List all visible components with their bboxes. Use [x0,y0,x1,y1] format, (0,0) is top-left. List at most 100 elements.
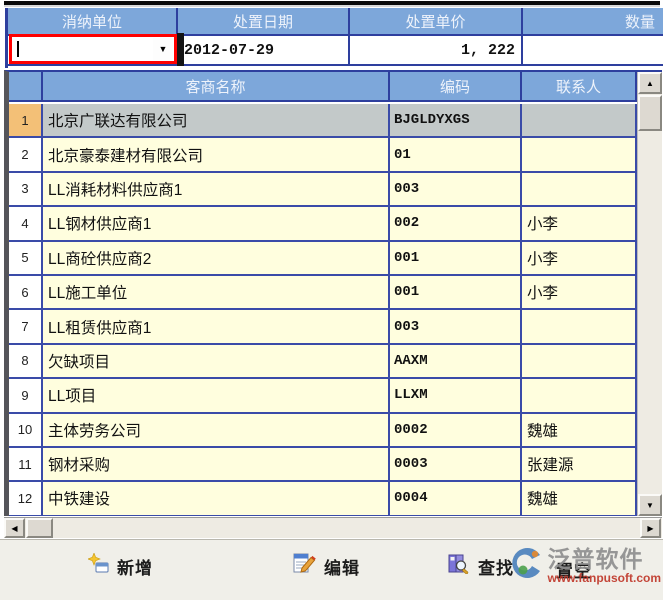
new-button-label: 新增 [117,558,153,578]
vendor-contact-cell[interactable] [522,379,637,412]
row-number[interactable]: 6 [9,275,43,309]
vendor-code-cell[interactable]: 0003 [390,447,522,481]
vendor-grid-header-row: 客商名称 编码 联系人 [9,72,662,102]
vendor-code-cell[interactable]: 0004 [390,482,522,515]
vendor-name-cell[interactable]: LL消耗材料供应商1 [43,172,390,206]
table-row[interactable]: 1 北京广联达有限公司 BJGLDYXGS [9,104,637,139]
row-number[interactable]: 1 [9,104,43,137]
vertical-scroll-thumb[interactable] [638,95,662,131]
row-number[interactable]: 7 [9,310,43,343]
vendor-rows: 1 北京广联达有限公司 BJGLDYXGS 2 北京豪泰建材有限公司 01 3 … [9,104,637,516]
table-row[interactable]: 7 LL租赁供应商1 003 [9,310,637,345]
vendor-code-cell[interactable]: BJGLDYXGS [390,104,522,137]
new-button[interactable]: 新增 [87,552,153,579]
vendor-name-cell[interactable]: LL项目 [43,379,390,412]
row-number[interactable]: 9 [9,379,43,412]
edit-pencil-icon [293,553,317,579]
row-number[interactable]: 12 [9,482,43,515]
vendor-watermark: 泛普软件 www.fanpusoft.com [511,546,661,585]
column-header-quantity: 数量 [624,13,655,31]
vendor-name-cell[interactable]: LL施工单位 [43,275,390,309]
row-number[interactable]: 2 [9,138,43,171]
clear-button-label: 置空 [556,562,592,581]
column-header-price: 处置单价 [350,8,523,34]
edit-button[interactable]: 编辑 [293,553,360,579]
column-header-date: 处置日期 [178,8,350,34]
find-button[interactable]: 查找 [447,553,514,579]
scroll-down-button[interactable]: ▼ [638,494,662,516]
table-row[interactable]: 2 北京豪泰建材有限公司 01 [9,138,637,173]
combobox-dropdown-button[interactable]: ▼ [153,38,173,60]
vendor-contact-cell[interactable]: 魏雄 [522,482,637,515]
vendor-code-cell[interactable]: 001 [390,275,522,309]
watermark-brand-text: 泛普软件 [547,545,644,572]
vendor-code-cell[interactable]: 003 [390,172,522,206]
price-cell[interactable]: 1, 222 [350,36,523,64]
vendor-code-cell[interactable]: LLXM [390,379,522,412]
column-header-vendor-name: 客商名称 [43,72,390,100]
vendor-name-cell[interactable]: 欠缺项目 [43,344,390,378]
clear-button[interactable]: 置空 [556,557,592,582]
row-number[interactable]: 8 [9,344,43,378]
vendor-name-cell[interactable]: LL租赁供应商1 [43,310,390,343]
table-row[interactable]: 4 LL钢材供应商1 002 小李 [9,207,637,242]
scroll-right-button[interactable]: ▶ [640,518,661,538]
horizontal-scrollbar[interactable]: ◀ ▶ [4,517,662,538]
vendor-contact-cell[interactable] [522,172,637,206]
vendor-code-cell[interactable]: 002 [390,207,522,240]
entry-grid: 消纳单位 处置日期 处置单价 数量 2012-07-29 1, 222 ▼ [5,8,663,68]
column-header-unit: 消纳单位 [8,8,178,34]
vendor-code-cell[interactable]: 001 [390,241,522,274]
vendor-name-cell[interactable]: 中铁建设 [43,482,390,515]
vendor-contact-cell[interactable] [522,138,637,171]
table-row[interactable]: 10 主体劳务公司 0002 魏雄 [9,413,637,448]
table-row[interactable]: 11 钢材采购 0003 张建源 [9,447,637,483]
vendor-name-cell[interactable]: 北京豪泰建材有限公司 [43,138,390,171]
vendor-contact-cell[interactable] [522,310,637,343]
combobox-edge [177,33,184,66]
table-row[interactable]: 8 欠缺项目 AAXM [9,344,637,380]
chevron-down-icon: ▼ [158,44,168,54]
quantity-cell[interactable] [523,36,663,64]
vendor-contact-cell[interactable] [522,104,637,137]
vendor-name-cell[interactable]: 主体劳务公司 [43,413,390,446]
row-number[interactable]: 10 [9,413,43,446]
table-row[interactable]: 12 中铁建设 0004 魏雄 [9,482,637,516]
date-cell[interactable]: 2012-07-29 [178,36,350,64]
scroll-right-icon: ▶ [647,523,654,533]
vendor-contact-cell[interactable]: 小李 [522,275,637,309]
vendor-name-cell[interactable]: LL钢材供应商1 [43,207,390,240]
vendor-code-cell[interactable]: 01 [390,138,522,171]
scroll-up-icon: ▲ [646,78,654,88]
table-row[interactable]: 5 LL商砼供应商2 001 小李 [9,241,637,276]
vendor-contact-cell[interactable]: 魏雄 [522,413,637,446]
table-row[interactable]: 3 LL消耗材料供应商1 003 [9,172,637,208]
column-header-vendor-code: 编码 [390,72,522,100]
vendor-code-cell[interactable]: AAXM [390,344,522,378]
unit-combobox[interactable]: ▼ [9,34,177,64]
vendor-contact-cell[interactable] [522,344,637,378]
vendor-code-cell[interactable]: 0002 [390,413,522,446]
row-number[interactable]: 4 [9,207,43,240]
vendor-contact-cell[interactable]: 张建源 [522,447,637,481]
table-row[interactable]: 6 LL施工单位 001 小李 [9,275,637,311]
vertical-scrollbar[interactable]: ▲ ▼ [637,72,662,516]
row-header-corner [9,72,43,100]
vendor-name-cell[interactable]: 钢材采购 [43,447,390,481]
scroll-left-button[interactable]: ◀ [4,518,25,538]
vendor-code-cell[interactable]: 003 [390,310,522,343]
vendor-name-cell[interactable]: 北京广联达有限公司 [43,104,390,137]
vendor-name-cell[interactable]: LL商砼供应商2 [43,241,390,274]
row-number[interactable]: 3 [9,172,43,206]
vendor-contact-cell[interactable]: 小李 [522,207,637,240]
row-number[interactable]: 11 [9,447,43,481]
horizontal-scroll-thumb[interactable] [26,518,53,538]
table-row[interactable]: 9 LL项目 LLXM [9,379,637,414]
price-value: 1, 222 [460,41,515,59]
scroll-left-icon: ◀ [11,523,18,533]
find-button-label: 查找 [478,558,514,578]
fanpu-logo-icon [511,546,545,585]
scroll-up-button[interactable]: ▲ [638,72,662,94]
row-number[interactable]: 5 [9,241,43,274]
vendor-contact-cell[interactable]: 小李 [522,241,637,274]
